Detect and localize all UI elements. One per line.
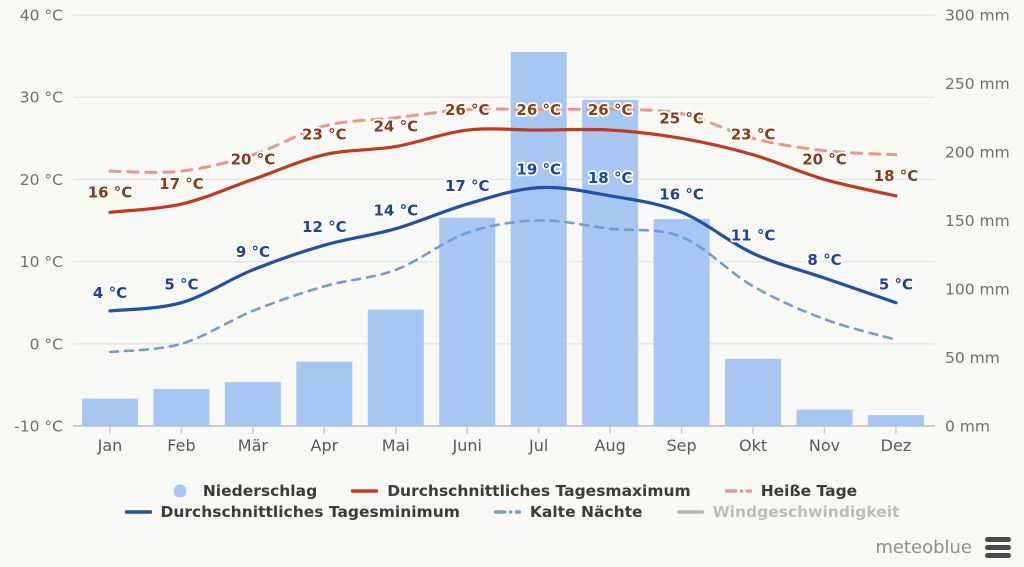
tagesminimum-line [108, 185, 898, 313]
niederschlag-swatch-icon [173, 484, 187, 498]
legend-label: Durchschnittliches Tagesminimum [160, 503, 460, 521]
gridlines [73, 14, 935, 434]
right-axis-tick-label: 250 mm [945, 75, 1010, 93]
precipitation-bars [82, 51, 924, 427]
tagesminimum-value-label: 17 °C [445, 177, 490, 195]
legend-item-tagesmaximum[interactable]: Durchschnittliches Tagesmaximum [351, 482, 691, 500]
tagesminimum-swatch-icon [124, 510, 152, 514]
hamburger-menu-icon[interactable] [985, 537, 1011, 558]
tagesmaximum-value-label: 20 °C [231, 150, 276, 168]
legend-label: Durchschnittliches Tagesmaximum [387, 482, 691, 500]
precipitation-bar [796, 409, 853, 426]
month-label: Juni [452, 436, 482, 455]
left-axis-tick-label: 0 °C [30, 335, 63, 353]
right-axis-tick-label: 200 mm [945, 144, 1010, 162]
month-label: Nov [809, 436, 840, 455]
tagesminimum-value-label: 16 °C [659, 185, 704, 203]
meteoblue-logo[interactable]: meteoblue [875, 537, 972, 558]
precipitation-bar [224, 382, 281, 426]
chart-legend: Niederschlag Durchschnittliches Tagesmaxi… [0, 482, 1024, 521]
tagesmaximum-value-label: 24 °C [373, 118, 418, 136]
month-label: Jul [528, 436, 548, 455]
tagesminimum-value-label: 18 °C [588, 169, 633, 187]
tagesmaximum-value-label: 17 °C [159, 175, 204, 193]
month-label: Sep [667, 436, 697, 455]
precipitation-bar [439, 217, 496, 426]
precipitation-bar [653, 219, 710, 426]
right-axis-tick-label: 100 mm [945, 281, 1010, 299]
legend-row: Niederschlag Durchschnittliches Tagesmaxi… [167, 482, 857, 500]
tagesminimum-value-label: 5 °C [164, 276, 198, 294]
precipitation-bar [867, 415, 924, 426]
right-axis-tick-label: 50 mm [945, 349, 1000, 367]
precipitation-bar [82, 398, 138, 426]
legend-item-heisse-tage[interactable]: Heiße Tage [724, 482, 858, 500]
windgeschwindigkeit-swatch-icon [676, 510, 704, 514]
month-label: Okt [739, 436, 767, 455]
left-axis-tick-label: 30 °C [20, 89, 63, 107]
legend-label: Windgeschwindigkeit [712, 503, 900, 521]
left-axis-tick-label: 40 °C [20, 7, 63, 25]
tagesmaximum-value-label: 18 °C [874, 167, 919, 185]
tagesminimum-value-label: 19 °C [516, 161, 561, 179]
tagesmaximum-line [108, 127, 898, 214]
month-label: Feb [167, 436, 195, 455]
precipitation-bar [367, 309, 424, 426]
legend-item-kalte-naechte[interactable]: Kalte Nächte [493, 503, 643, 521]
tagesmaximum-value-label: 26 °C [516, 101, 561, 119]
tagesminimum-value-label: 14 °C [373, 202, 418, 220]
legend-label: Niederschlag [202, 482, 318, 500]
tagesminimum-value-label: 5 °C [879, 276, 913, 294]
precipitation-bar [296, 361, 353, 426]
heisse-tage-line [108, 107, 898, 174]
legend-item-tagesminimum[interactable]: Durchschnittliches Tagesminimum [124, 503, 460, 521]
tagesmaximum-value-label: 26 °C [445, 101, 490, 119]
precipitation-bar [725, 358, 782, 426]
precipitation-bar [153, 389, 210, 426]
tagesminimum-value-label: 9 °C [236, 243, 270, 261]
kalte-naechte-line [108, 219, 898, 354]
tagesmaximum-value-label: 23 °C [731, 126, 776, 144]
tagesminimum-value-label: 4 °C [93, 284, 127, 302]
legend-label: Heiße Tage [760, 482, 858, 500]
legend-item-windgeschwindigkeit[interactable]: Windgeschwindigkeit [676, 503, 900, 521]
tagesmaximum-swatch-icon [351, 489, 379, 493]
footer: meteoblue [875, 537, 1011, 558]
tagesminimum-value-label: 11 °C [731, 226, 776, 244]
tagesmaximum-value-label: 16 °C [88, 183, 133, 201]
tagesminimum-value-label: 8 °C [807, 251, 841, 269]
left-axis-tick-label: -10 °C [14, 418, 63, 436]
right-axis-tick-label: 150 mm [945, 212, 1010, 230]
legend-label: Kalte Nächte [529, 503, 643, 521]
kalte-naechte-swatch-icon [493, 510, 521, 514]
precipitation-bar [582, 99, 639, 426]
circle-swatch [173, 484, 187, 498]
climate-chart: 40 °C 30 °C 20 °C 10 °C 0 °C -10 °C 300 mm 250 … [14, 7, 1010, 456]
month-label: Aug [595, 436, 626, 455]
month-label: Jan [97, 436, 123, 455]
right-axis-tick-label: 0 mm [945, 418, 990, 436]
heisse-tage-swatch-icon [724, 489, 752, 493]
right-axis-tick-label: 300 mm [945, 7, 1010, 25]
tagesmaximum-value-label: 25 °C [659, 109, 704, 127]
month-label: Mai [382, 436, 410, 455]
legend-item-niederschlag[interactable]: Niederschlag [167, 482, 317, 500]
tagesmaximum-value-label: 23 °C [302, 126, 347, 144]
month-label: Apr [311, 436, 339, 455]
tagesmaximum-value-label: 26 °C [588, 101, 633, 119]
month-label: Mär [238, 436, 269, 455]
left-axis-tick-label: 10 °C [20, 253, 63, 271]
month-label: Dez [881, 436, 912, 455]
tagesmaximum-value-label: 20 °C [802, 150, 847, 168]
tagesminimum-value-label: 12 °C [302, 218, 347, 236]
legend-row: Durchschnittliches Tagesminimum Kalte Näc… [124, 503, 900, 521]
precipitation-bar [510, 51, 567, 427]
left-axis-tick-label: 20 °C [20, 171, 63, 189]
